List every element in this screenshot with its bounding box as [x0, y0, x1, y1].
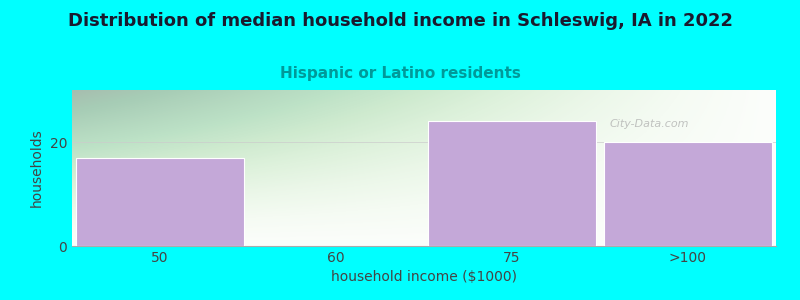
Text: Hispanic or Latino residents: Hispanic or Latino residents — [279, 66, 521, 81]
Y-axis label: households: households — [30, 129, 44, 207]
Text: City-Data.com: City-Data.com — [610, 119, 689, 129]
X-axis label: household income ($1000): household income ($1000) — [331, 270, 517, 284]
Text: Distribution of median household income in Schleswig, IA in 2022: Distribution of median household income … — [67, 12, 733, 30]
Bar — [429, 121, 595, 246]
Bar — [77, 158, 243, 246]
Bar — [605, 142, 771, 246]
